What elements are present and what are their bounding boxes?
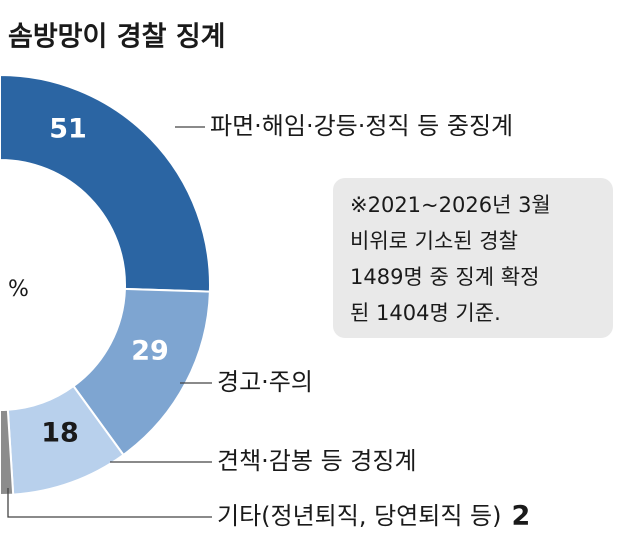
note-line: 된 1404명 기준. [350,301,501,325]
leader-line [7,488,212,518]
note-box [333,178,613,338]
category-label: 견책·감봉 등 경징계 [217,447,417,475]
value-label: 2 [512,501,531,532]
unit-label: % [8,277,29,302]
note-line: 비위로 기소된 경찰 [350,229,518,253]
chart-title: 솜방망이 경찰 징계 [8,22,226,53]
category-label: 기타(정년퇴직, 당연퇴직 등) [217,502,502,530]
value-label: 29 [131,336,169,367]
value-label: 51 [49,114,87,145]
category-label: 파면·해임·강등·정직 등 중징계 [210,112,513,140]
value-label: 18 [41,418,79,449]
note-line: 1489명 중 징계 확정 [350,265,539,289]
category-label: 경고·주의 [217,368,313,396]
donut-segment [0,408,15,497]
donut-segment [0,73,211,293]
note-line: ※2021~2026년 3월 [350,193,551,217]
